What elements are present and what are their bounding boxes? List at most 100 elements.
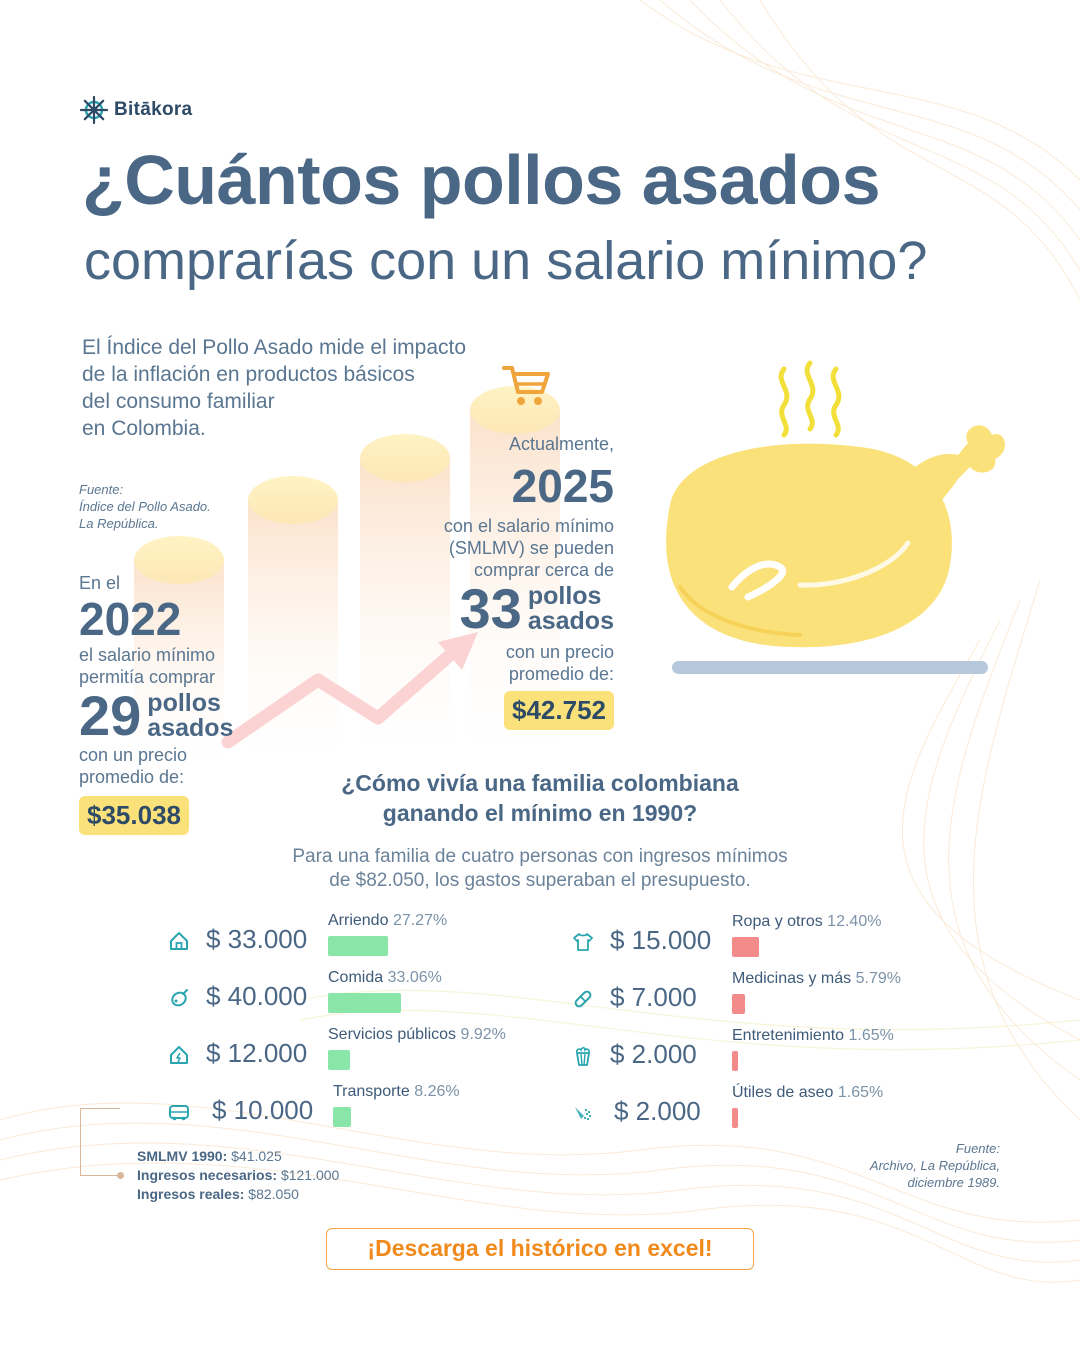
expense-item-utilities: $ 12.000 Servicios públicos 9.92%	[168, 1026, 588, 1080]
stat-text: comprar cerca de	[473, 560, 614, 580]
page-subtitle: comprarías con un salario mínimo?	[84, 231, 928, 291]
expense-bar	[732, 994, 745, 1014]
expense-bar	[333, 1107, 352, 1127]
intro-line: en Colombia.	[82, 417, 206, 440]
category-name: Medicinas y más	[732, 970, 852, 987]
expense-category: Entretenimiento 1.65%	[732, 1027, 894, 1045]
expense-category: Medicinas y más 5.79%	[732, 970, 901, 988]
roast-chicken-illustration	[666, 360, 1006, 674]
stat-text: con un precio	[505, 642, 614, 662]
expense-category: Transporte 8.26%	[333, 1083, 460, 1101]
house-icon	[170, 932, 188, 950]
chicken-count-row: 33 pollos asados	[400, 581, 614, 637]
expense-item-transport: $ 10.000 Transporte 8.26%	[168, 1083, 588, 1137]
brand-logo: Bitākora	[80, 96, 192, 124]
expense-bar	[328, 993, 401, 1013]
summary-real: Ingresos reales: $82.050	[137, 1185, 339, 1204]
expense-item-medicine: $ 7.000 Medicinas y más 5.79%	[572, 970, 992, 1024]
price-badge-2025: $42.752	[504, 691, 614, 730]
expense-item-rent: $ 33.000 Arriendo 27.27%	[168, 912, 588, 966]
stat-text: promedio de:	[508, 664, 614, 684]
stat-year: 2022	[79, 593, 182, 645]
stat-prefix: En el	[79, 573, 121, 593]
category-name: Arriendo	[328, 912, 389, 929]
stat-year: 2025	[511, 460, 614, 512]
expense-bar	[732, 937, 760, 957]
category-name: Ropa y otros	[732, 913, 823, 930]
spray-icon	[575, 1107, 592, 1121]
expense-category: Servicios públicos 9.92%	[328, 1026, 506, 1044]
expense-amount: $ 2.000	[614, 1096, 701, 1126]
source-line: La República.	[79, 516, 159, 531]
expense-item-toiletries: $ 2.000 Útiles de aseo 1.65%	[572, 1084, 992, 1138]
category-percent: 9.92%	[460, 1026, 506, 1043]
summary-label: Ingresos reales:	[137, 1186, 245, 1202]
category-name: Comida	[328, 969, 384, 986]
source-note-bottom: Fuente: Archivo, La República, diciembre…	[800, 1140, 1000, 1191]
source-line: Archivo, La República,	[869, 1158, 1000, 1173]
description-line: Para una familia de cuatro personas con …	[292, 846, 788, 867]
summary-value: $82.050	[248, 1186, 299, 1202]
expense-category: Útiles de aseo 1.65%	[732, 1084, 883, 1102]
category-name: Útiles de aseo	[732, 1084, 834, 1101]
expense-category: Comida 33.06%	[328, 969, 442, 987]
expense-amount: $ 2.000	[610, 1039, 697, 1069]
source-label: Fuente:	[955, 1141, 1000, 1156]
expense-bar	[732, 1051, 738, 1071]
ship-wheel-icon	[80, 96, 108, 124]
expense-amount: $ 33.000	[206, 924, 308, 954]
count-label-line: pollos	[527, 582, 602, 610]
expense-item-clothing: $ 15.000 Ropa y otros 12.40%	[572, 913, 992, 967]
food-icon	[171, 989, 188, 1007]
category-percent: 27.27%	[392, 912, 448, 929]
section-heading: ¿Cómo vivía una familia colombiana ganan…	[0, 768, 1080, 828]
summary-needed: Ingresos necesarios: $121.000	[137, 1166, 339, 1185]
summary-label: Ingresos necesarios:	[137, 1167, 278, 1183]
category-name: Transporte	[333, 1083, 410, 1100]
stat-prefix: Actualmente,	[508, 434, 614, 454]
summary-value: $41.025	[231, 1148, 282, 1164]
intro-line: El Índice del Pollo Asado mide el impact…	[82, 336, 467, 359]
stat-2022: En el 2022 el salario mínimo permitía co…	[79, 572, 279, 835]
category-percent: 33.06%	[387, 969, 442, 986]
expense-item-food: $ 40.000 Comida 33.06%	[168, 969, 588, 1023]
expense-category: Ropa y otros 12.40%	[732, 913, 881, 931]
stat-text: con un precio	[79, 745, 188, 765]
expense-amount: $ 40.000	[206, 981, 308, 1011]
section-description: Para una familia de cuatro personas con …	[0, 845, 1080, 893]
category-percent: 8.26%	[414, 1083, 460, 1100]
source-note-top: Fuente: Índice del Pollo Asado. La Repúb…	[79, 481, 211, 532]
utilities-icon	[170, 1046, 188, 1064]
chicken-count-label: pollos asados	[147, 691, 233, 741]
count-label-line: asados	[147, 714, 234, 742]
summary-bracket-dot	[117, 1172, 124, 1179]
chicken-count-label: pollos asados	[528, 584, 614, 634]
source-label: Fuente:	[79, 482, 124, 497]
chicken-count-row: 29 pollos asados	[79, 688, 279, 744]
source-line: diciembre 1989.	[907, 1175, 1001, 1190]
stat-text: permitía comprar	[79, 667, 216, 687]
popcorn-icon	[576, 1046, 590, 1066]
chicken-count: 33	[459, 577, 522, 640]
brand-name: Bitākora	[114, 99, 193, 120]
heading-line: ¿Cómo vivía una familia colombiana	[341, 770, 739, 796]
category-name: Servicios públicos	[328, 1026, 457, 1043]
count-label-line: asados	[527, 607, 614, 635]
category-name: Entretenimiento	[732, 1027, 845, 1044]
intro-paragraph: El Índice del Pollo Asado mide el impact…	[82, 334, 512, 442]
expense-amount: $ 7.000	[610, 982, 697, 1012]
category-percent: 1.65%	[848, 1027, 894, 1044]
heading-line: ganando el mínimo en 1990?	[382, 800, 698, 826]
expense-category: Arriendo 27.27%	[328, 912, 447, 930]
page-title: ¿Cuántos pollos asados	[82, 141, 881, 219]
download-excel-button[interactable]: ¡Descarga el histórico en excel!	[326, 1228, 754, 1270]
expense-amount: $ 12.000	[206, 1038, 308, 1068]
intro-line: de la inflación en productos básicos	[82, 363, 415, 386]
category-percent: 1.65%	[837, 1084, 884, 1101]
stat-2025: Actualmente, 2025 con el salario mínimo …	[400, 433, 614, 730]
expense-amount: $ 10.000	[212, 1095, 314, 1125]
summary-smlmv: SMLMV 1990: $41.025	[137, 1147, 339, 1166]
stat-text: promedio de:	[79, 767, 185, 787]
category-percent: 5.79%	[855, 970, 901, 987]
